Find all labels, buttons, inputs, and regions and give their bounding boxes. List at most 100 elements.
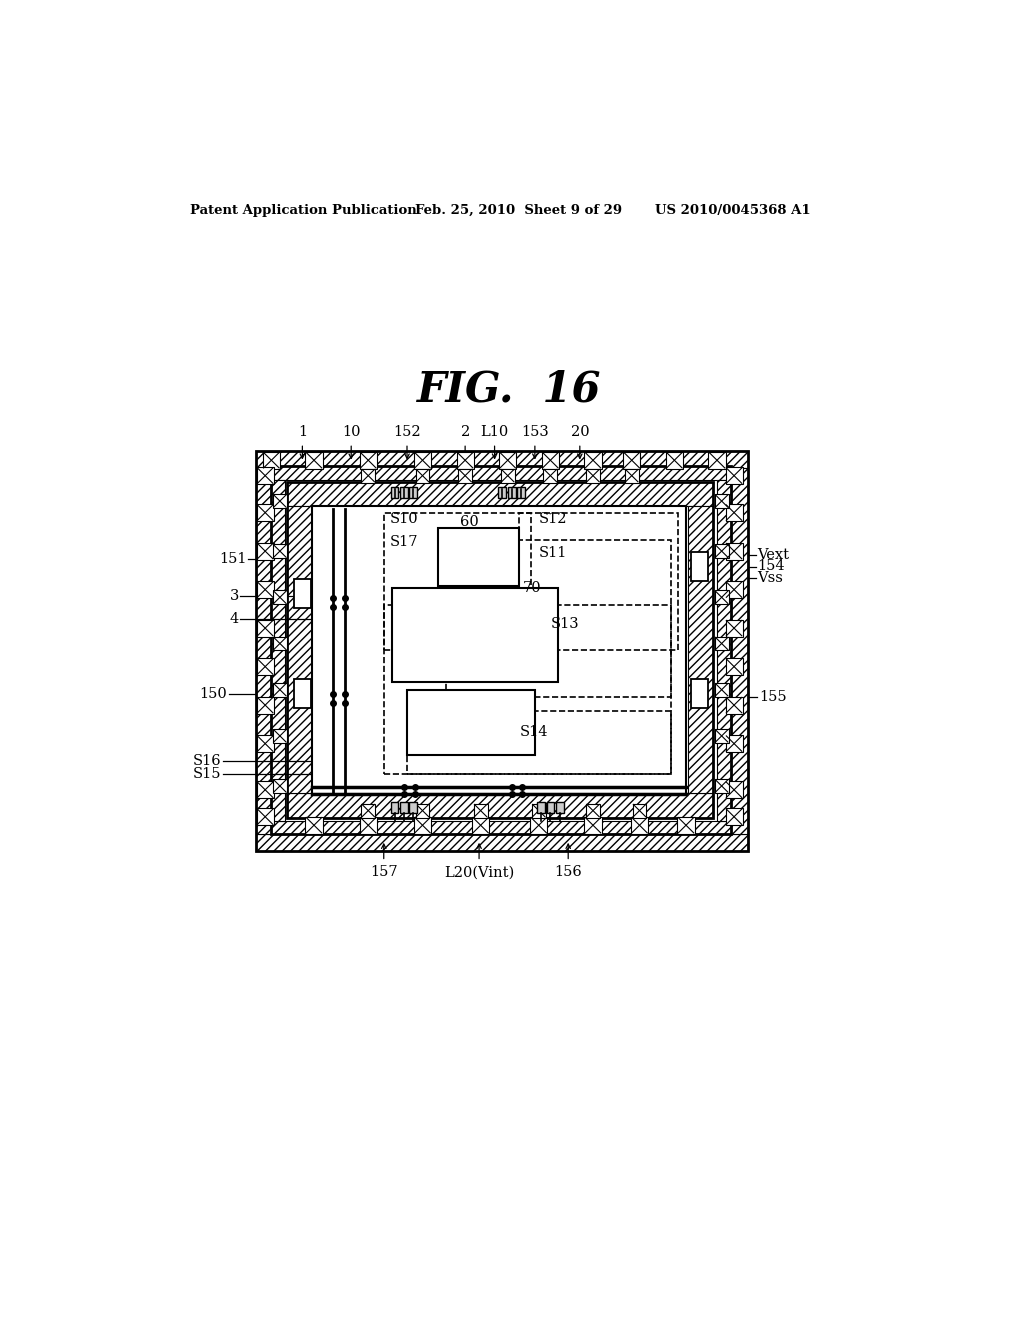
Bar: [257, 781, 273, 799]
Text: S13: S13: [550, 618, 579, 631]
Bar: [542, 451, 559, 469]
Bar: [538, 803, 545, 813]
Bar: [726, 619, 742, 636]
Bar: [715, 590, 729, 605]
Text: S10: S10: [390, 512, 419, 525]
Text: 155: 155: [759, 690, 786, 705]
Bar: [547, 803, 554, 813]
Bar: [631, 817, 648, 834]
Bar: [273, 494, 287, 508]
Bar: [273, 544, 287, 558]
Bar: [273, 636, 287, 651]
Text: S11: S11: [539, 545, 567, 560]
Bar: [273, 590, 287, 605]
Bar: [256, 451, 748, 851]
Bar: [726, 659, 742, 675]
Bar: [256, 451, 748, 469]
Bar: [709, 451, 726, 469]
Bar: [287, 482, 713, 507]
Bar: [256, 469, 273, 834]
Bar: [731, 469, 748, 834]
Bar: [271, 821, 731, 834]
Bar: [585, 817, 601, 834]
Bar: [530, 817, 547, 834]
Bar: [271, 480, 286, 821]
Bar: [256, 834, 748, 851]
Bar: [287, 482, 713, 507]
Bar: [691, 678, 709, 708]
Bar: [678, 817, 694, 834]
Bar: [391, 589, 558, 682]
Bar: [715, 494, 729, 508]
Bar: [257, 735, 273, 752]
Bar: [633, 804, 646, 817]
Bar: [407, 689, 535, 755]
Text: 152: 152: [393, 425, 421, 440]
Bar: [410, 487, 417, 498]
Bar: [257, 467, 273, 484]
Bar: [688, 507, 713, 793]
Text: US 2010/0045368 A1: US 2010/0045368 A1: [655, 205, 811, 218]
Bar: [271, 466, 731, 480]
Text: S17: S17: [390, 535, 419, 549]
Bar: [273, 729, 287, 743]
Bar: [414, 817, 431, 834]
Bar: [384, 605, 671, 775]
Bar: [391, 803, 398, 813]
Text: 10: 10: [342, 425, 360, 440]
Bar: [625, 469, 639, 483]
Bar: [726, 543, 742, 560]
Bar: [256, 451, 748, 851]
Bar: [361, 804, 375, 817]
Text: S14: S14: [520, 725, 549, 739]
Bar: [517, 487, 524, 498]
Bar: [273, 682, 287, 697]
Bar: [531, 804, 546, 817]
Text: 60: 60: [460, 515, 478, 529]
Bar: [715, 682, 729, 697]
Bar: [400, 487, 408, 498]
Bar: [312, 507, 686, 793]
Bar: [359, 451, 377, 469]
Bar: [257, 619, 273, 636]
Bar: [474, 804, 487, 817]
Bar: [407, 711, 671, 775]
Bar: [717, 480, 731, 821]
Bar: [519, 512, 678, 649]
Bar: [414, 451, 431, 469]
Text: 150: 150: [200, 686, 227, 701]
Bar: [715, 779, 729, 793]
Text: FIG.  16: FIG. 16: [417, 368, 601, 411]
Text: 154: 154: [758, 560, 785, 573]
Bar: [287, 507, 311, 793]
Bar: [508, 487, 515, 498]
Text: 157: 157: [370, 866, 397, 879]
Text: 1: 1: [298, 425, 307, 440]
Bar: [294, 579, 311, 609]
Text: Patent Application Publication: Patent Application Publication: [190, 205, 417, 218]
Bar: [445, 540, 671, 697]
Bar: [257, 697, 273, 714]
Bar: [726, 697, 742, 714]
Bar: [556, 803, 563, 813]
Bar: [472, 817, 489, 834]
Bar: [273, 779, 287, 793]
Text: 153: 153: [521, 425, 549, 440]
Bar: [726, 504, 742, 521]
Bar: [271, 466, 731, 834]
Bar: [500, 451, 516, 469]
Bar: [726, 735, 742, 752]
Bar: [458, 469, 472, 483]
Bar: [586, 804, 600, 817]
Bar: [726, 467, 742, 484]
Bar: [726, 808, 742, 825]
Bar: [257, 808, 273, 825]
Bar: [287, 482, 713, 817]
Text: 2: 2: [461, 425, 470, 440]
Text: 151: 151: [219, 552, 247, 566]
Bar: [691, 552, 709, 581]
Bar: [457, 451, 474, 469]
Text: Vext: Vext: [758, 548, 790, 562]
Bar: [257, 659, 273, 675]
Text: L10: L10: [480, 425, 509, 440]
